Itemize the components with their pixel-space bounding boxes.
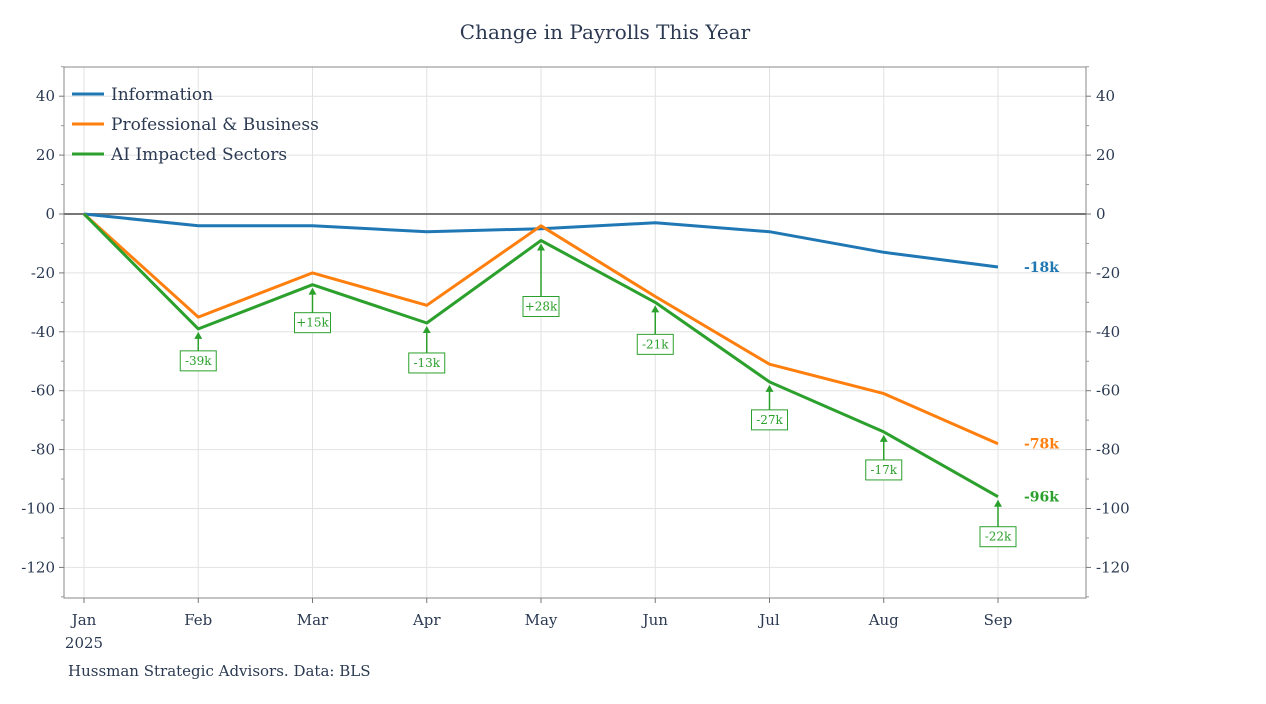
x-tick-label: Apr: [412, 611, 441, 629]
annotation-box: [865, 459, 903, 481]
annotation-box: [294, 312, 331, 334]
series-line-1: [82, 212, 999, 446]
legend-label-2: AI Impacted Sectors: [110, 145, 287, 165]
x-tick-label: Sep: [984, 611, 1013, 629]
end-label-0: -18k: [1024, 260, 1059, 276]
x-tick-label: Jun: [641, 611, 669, 629]
series-line-0: [83, 212, 999, 269]
annotation-box: [636, 333, 674, 355]
annotation-label: -27k: [756, 413, 783, 427]
axes: 40 40 20 20 0 0 -20 -20 -40 -40 -60 -60 -80 -80 -100 -1…: [21, 66, 1130, 652]
annotation-label: -13k: [413, 356, 440, 370]
x-tick-label: Jul: [757, 611, 780, 629]
annotation-box: [751, 409, 788, 431]
y-tick-label-right: 20: [1096, 146, 1115, 164]
annotation-arrowhead: [879, 434, 888, 442]
y-tick-label-left: -100: [21, 500, 55, 518]
annotation-arrowhead: [537, 243, 545, 251]
x-tick-label: Feb: [184, 611, 212, 629]
annotation-arrowhead: [194, 331, 203, 339]
chart-title: Change in Payrolls This Year: [460, 20, 751, 44]
series-line-2: [82, 212, 999, 499]
y-tick-label-left: -40: [31, 323, 55, 341]
x-tick-label: Aug: [868, 611, 899, 629]
x-tick-label: Mar: [297, 611, 329, 629]
y-tick-label-right: -120: [1096, 558, 1130, 576]
y-tick-label-right: -100: [1096, 500, 1130, 518]
annotation-box: [979, 526, 1017, 548]
annotation-arrowhead: [765, 384, 774, 392]
y-tick-label-left: 0: [45, 205, 55, 223]
annotation-arrowhead: [422, 325, 431, 333]
y-tick-label-left: -60: [31, 382, 55, 400]
legend: Information Professional & Business AI Imp…: [72, 85, 319, 165]
annotation-label: +28k: [525, 300, 558, 314]
x-year-label: 2025: [65, 634, 103, 652]
y-tick-label-right: 40: [1096, 87, 1115, 105]
y-tick-label-left: 20: [36, 146, 55, 164]
source-note: Hussman Strategic Advisors. Data: BLS: [68, 662, 370, 680]
annotation-box: [522, 296, 560, 318]
annotation-box: [179, 350, 217, 372]
end-label-1: -78k: [1024, 437, 1059, 453]
y-tick-label-right: -40: [1096, 323, 1120, 341]
legend-label-1: Professional & Business: [111, 115, 319, 135]
annotation-label: -39k: [185, 354, 212, 368]
y-tick-label-left: -20: [31, 264, 55, 282]
annotation-arrowhead: [994, 499, 1002, 507]
annotation-label: -17k: [870, 463, 897, 477]
annotation-box: [408, 352, 446, 374]
x-tick-label: Jan: [70, 611, 97, 629]
y-tick-label-left: -80: [31, 441, 55, 459]
y-tick-label-right: -60: [1096, 382, 1120, 400]
end-label-2: -96k: [1024, 490, 1059, 506]
series-lines: -18k -78k -96k: [82, 212, 1059, 506]
annotations: -39k +15k -13k +28k -21k -27k -17k -22k: [179, 243, 1017, 548]
annotation-label: -22k: [985, 530, 1012, 544]
legend-label-0: Information: [111, 85, 213, 105]
annotation-label: +15k: [296, 316, 329, 330]
y-tick-label-right: -80: [1096, 441, 1120, 459]
annotation-arrowhead: [308, 287, 317, 295]
y-tick-label-right: -20: [1096, 264, 1120, 282]
y-tick-label-right: 0: [1096, 205, 1106, 223]
x-tick-label: May: [525, 611, 558, 629]
y-tick-label-left: 40: [36, 87, 55, 105]
plot-frame: [63, 66, 1087, 599]
y-tick-label-left: -120: [21, 558, 55, 576]
annotation-label: -21k: [642, 337, 669, 351]
annotation-arrowhead: [651, 305, 660, 313]
